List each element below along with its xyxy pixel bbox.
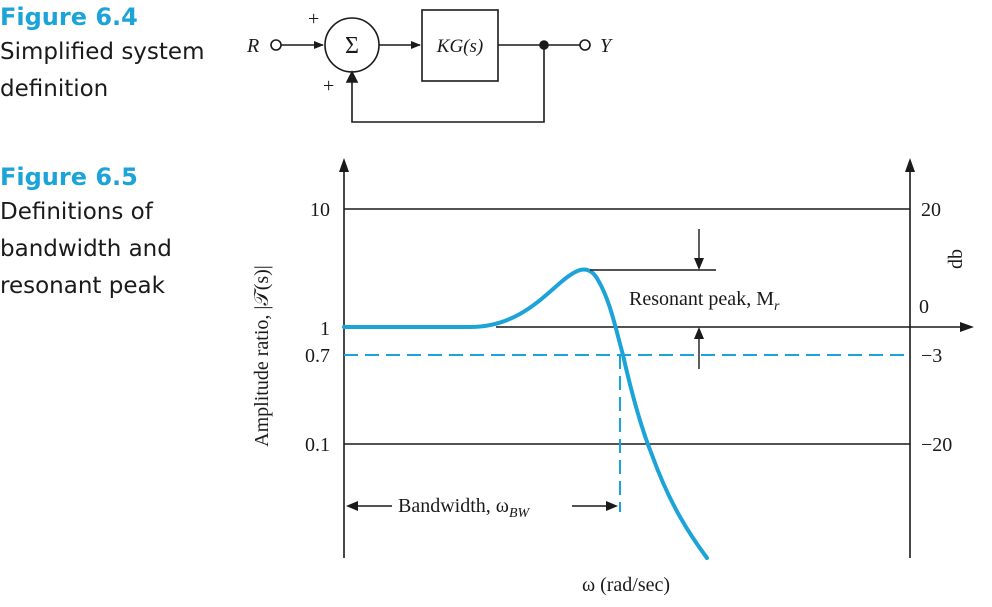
feedback-path [351, 45, 545, 123]
resonant-peak-label: Resonant peak, Mr [629, 288, 780, 314]
output-terminal [579, 39, 591, 51]
figure-6-5-caption-text: Definitions of bandwidth and resonant pe… [0, 199, 172, 299]
left-tick-0-1: 0.1 [305, 434, 330, 456]
left-tick-0-7: 0.7 [305, 345, 330, 367]
right-tick-20: 20 [921, 199, 941, 221]
plant-block-label: KG(s) [436, 36, 483, 57]
left-tick-labels: 10 1 0.7 0.1 [305, 199, 330, 456]
right-tick-minus-3: −3 [921, 345, 942, 367]
bandwidth-label: Bandwidth, ωBW [398, 495, 530, 521]
resonant-peak-subscript: r [774, 299, 780, 314]
bandwidth-arrow-head-right [606, 501, 618, 511]
figure-6-4-caption: Figure 6.4 Simplified system definition [0, 3, 204, 108]
left-axis-label: Amplitude ratio, |𝒯(s)| [251, 265, 273, 447]
plus-sign-bottom: + [323, 75, 334, 97]
response-curve [342, 267, 709, 560]
bandwidth-arrow-head-left [346, 501, 358, 511]
left-tick-10: 10 [310, 199, 330, 221]
plus-sign-top: + [308, 8, 319, 30]
right-tick-minus-20: −20 [921, 434, 952, 456]
right-axis-arrowhead [905, 158, 915, 172]
x-axis-label: ω (rad/sec) [582, 574, 670, 596]
figure-6-5-number: Figure 6.5 [0, 163, 138, 191]
figure-6-4-caption-text: Simplified system definition [0, 39, 205, 102]
input-label-r: R [246, 35, 259, 57]
figure-6-4-number: Figure 6.4 [0, 3, 138, 31]
feedback-arrowhead [345, 70, 359, 83]
input-terminal [270, 39, 282, 51]
right-tick-labels: 20 0 −3 −20 [919, 199, 952, 456]
left-tick-1: 1 [320, 318, 330, 340]
bandwidth-subscript: BW [509, 506, 531, 521]
frequency-response-plot: Resonant peak, Mr Bandwidth, ωBW 10 1 0.… [251, 158, 974, 596]
block-diagram: R Σ + + KG(s) Y [246, 8, 613, 123]
right-tick-0: 0 [919, 296, 929, 318]
right-axis-label: db [945, 249, 967, 269]
frequency-axis-arrowhead [960, 322, 974, 332]
figure-6-5-caption: Figure 6.5 Definitions of bandwidth and … [0, 163, 172, 305]
left-axis-arrowhead [339, 158, 349, 172]
peak-arrow-head-down [694, 258, 704, 270]
peak-arrow-head-up [694, 327, 704, 339]
output-label-y: Y [600, 35, 613, 57]
summer-symbol: Σ [345, 33, 359, 59]
plant-block [421, 9, 499, 82]
